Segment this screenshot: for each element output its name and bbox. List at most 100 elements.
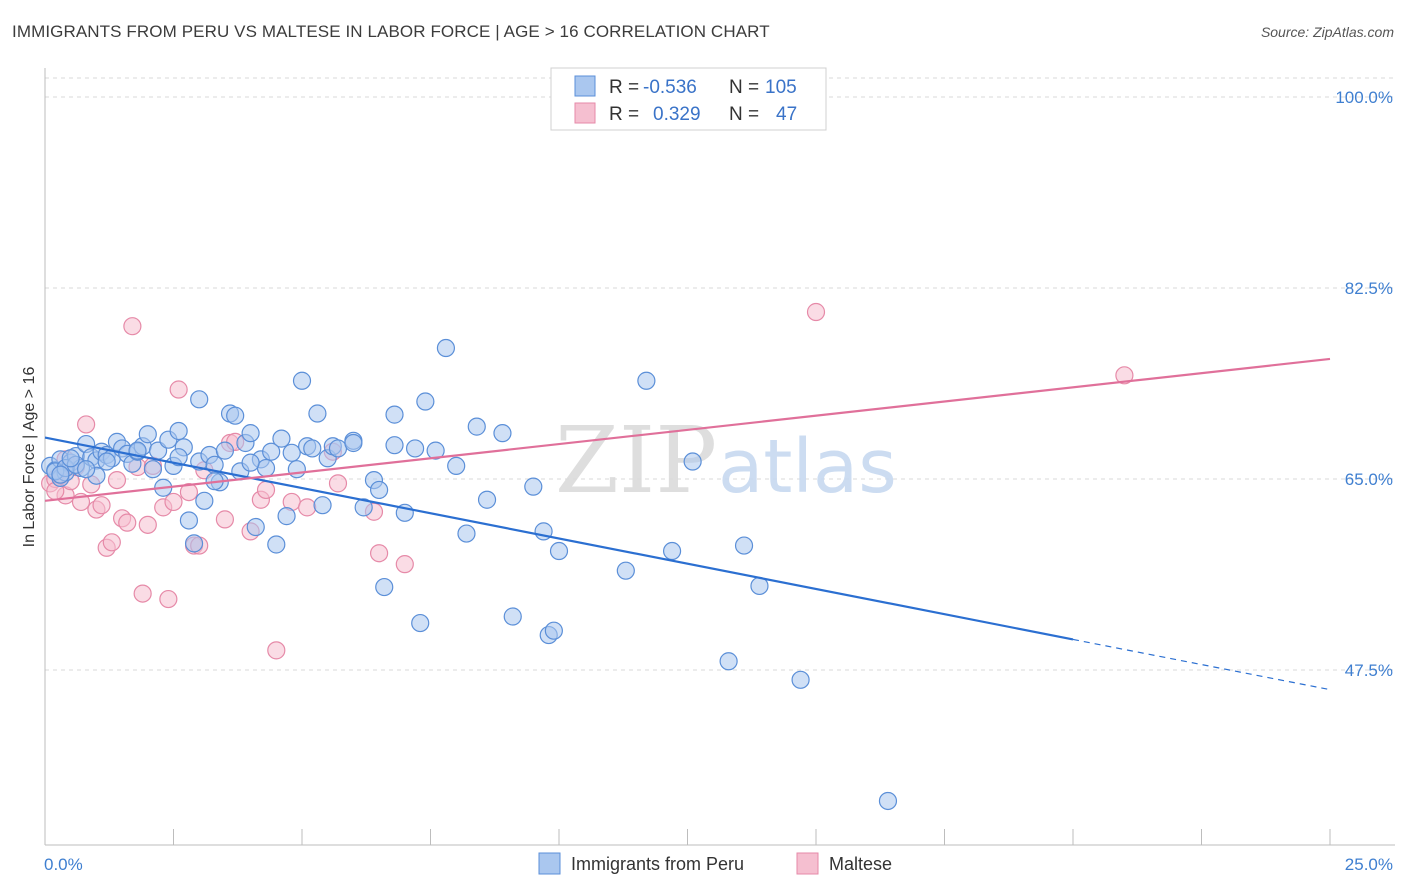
maltese-point: [159, 589, 178, 609]
peru-point: [405, 439, 425, 458]
peru-point: [370, 480, 389, 500]
peru-point: [683, 452, 702, 471]
peru-point: [303, 439, 322, 458]
series-legend: Immigrants from Peru Maltese: [538, 852, 892, 875]
legend-swatch-blue: [574, 75, 596, 97]
legend-r-label-2: R =: [609, 104, 639, 125]
peru-point: [51, 465, 70, 484]
legend-r-value-1: -0.536: [643, 77, 697, 98]
bottom-legend-label-maltese: Maltese: [829, 854, 892, 874]
maltese-point: [123, 317, 142, 336]
maltese-point: [102, 533, 121, 552]
maltese-point: [169, 380, 188, 399]
legend-n-label-2: N =: [729, 104, 759, 125]
peru-point: [179, 511, 199, 530]
peru-point: [287, 460, 306, 479]
peru-point: [246, 517, 265, 537]
peru-point: [416, 392, 435, 411]
peru-point: [138, 425, 157, 444]
peru-point: [637, 371, 656, 390]
peru-point: [436, 338, 456, 358]
peru-point: [241, 424, 260, 443]
maltese-point: [298, 498, 317, 517]
y-tick-labels: 47.5% 65.0% 82.5% 100.0%: [1335, 88, 1393, 680]
peru-point: [385, 436, 404, 455]
maltese-point: [267, 641, 286, 660]
peru-point: [549, 541, 569, 561]
legend-n-label-1: N =: [729, 77, 759, 98]
peru-point: [662, 541, 682, 561]
maltese-point: [215, 510, 234, 529]
y-tick-label: 82.5%: [1345, 279, 1393, 298]
peru-point: [328, 439, 348, 458]
peru-point: [313, 496, 332, 515]
y-tick-label: 100.0%: [1335, 88, 1393, 107]
peru-point: [734, 536, 754, 555]
peru-point: [467, 417, 486, 436]
watermark: ZIP atlas: [555, 407, 897, 514]
peru-point: [791, 670, 810, 689]
peru-point: [143, 460, 163, 479]
maltese-point: [77, 415, 96, 434]
source-label: Source: ZipAtlas.com: [1260, 24, 1394, 40]
bottom-legend-swatch-peru: [538, 852, 561, 875]
x-tick-label: 0.0%: [44, 855, 83, 874]
peru-point: [878, 791, 898, 811]
maltese-point: [179, 482, 199, 502]
x-tick-labels: 0.0% 25.0%: [44, 855, 1393, 874]
maltese-point: [328, 474, 348, 493]
peru-point: [354, 498, 373, 517]
y-axis-label: In Labor Force | Age > 16: [21, 367, 38, 548]
peru-point: [292, 371, 312, 390]
bottom-legend-label-peru: Immigrants from Peru: [571, 854, 744, 874]
peru-point: [385, 405, 404, 424]
axes: [44, 68, 1395, 846]
maltese-point: [164, 492, 183, 512]
peru-point: [616, 561, 635, 580]
peru-point: [97, 452, 116, 471]
peru-trend-extension: [1072, 638, 1331, 691]
peru-point: [411, 613, 430, 633]
maltese-trend-line: [44, 357, 1331, 502]
peru-point: [195, 491, 214, 510]
peru-point: [184, 534, 204, 553]
peru-point: [241, 453, 260, 472]
legend-r-value-2: 0.329: [653, 104, 701, 125]
x-tick-label: 25.0%: [1345, 855, 1393, 874]
y-tick-label: 65.0%: [1345, 470, 1393, 489]
legend-n-value-1: 105: [765, 77, 797, 98]
chart-title: IMMIGRANTS FROM PERU VS MALTESE IN LABOR…: [12, 22, 770, 41]
peru-point: [308, 404, 327, 423]
peru-point: [226, 406, 245, 425]
peru-points: [41, 338, 898, 811]
peru-point: [477, 490, 497, 509]
peru-point: [61, 449, 80, 468]
peru-point: [282, 443, 301, 462]
peru-point: [493, 424, 512, 443]
peru-point: [272, 429, 291, 448]
peru-point: [169, 448, 188, 467]
peru-point: [375, 577, 394, 597]
peru-point: [190, 390, 209, 409]
maltese-point: [118, 513, 137, 532]
legend-swatch-pink: [574, 102, 596, 124]
peru-point: [344, 433, 363, 453]
peru-point: [267, 535, 286, 554]
legend-r-label-1: R =: [609, 77, 639, 98]
legend-n-value-2: 47: [776, 104, 797, 125]
peru-trend-line: [44, 436, 1074, 641]
maltese-point: [395, 555, 414, 574]
peru-point: [544, 621, 563, 640]
peru-point: [719, 652, 738, 671]
maltese-point: [370, 544, 389, 563]
maltese-point: [806, 302, 826, 322]
trend-lines: [44, 357, 1331, 691]
y-tick-label: 47.5%: [1345, 661, 1393, 680]
peru-point: [169, 421, 188, 441]
peru-point: [447, 456, 466, 476]
maltese-point: [133, 584, 152, 603]
maltese-point: [92, 496, 111, 515]
maltese-point: [138, 515, 157, 534]
peru-point: [262, 442, 281, 461]
